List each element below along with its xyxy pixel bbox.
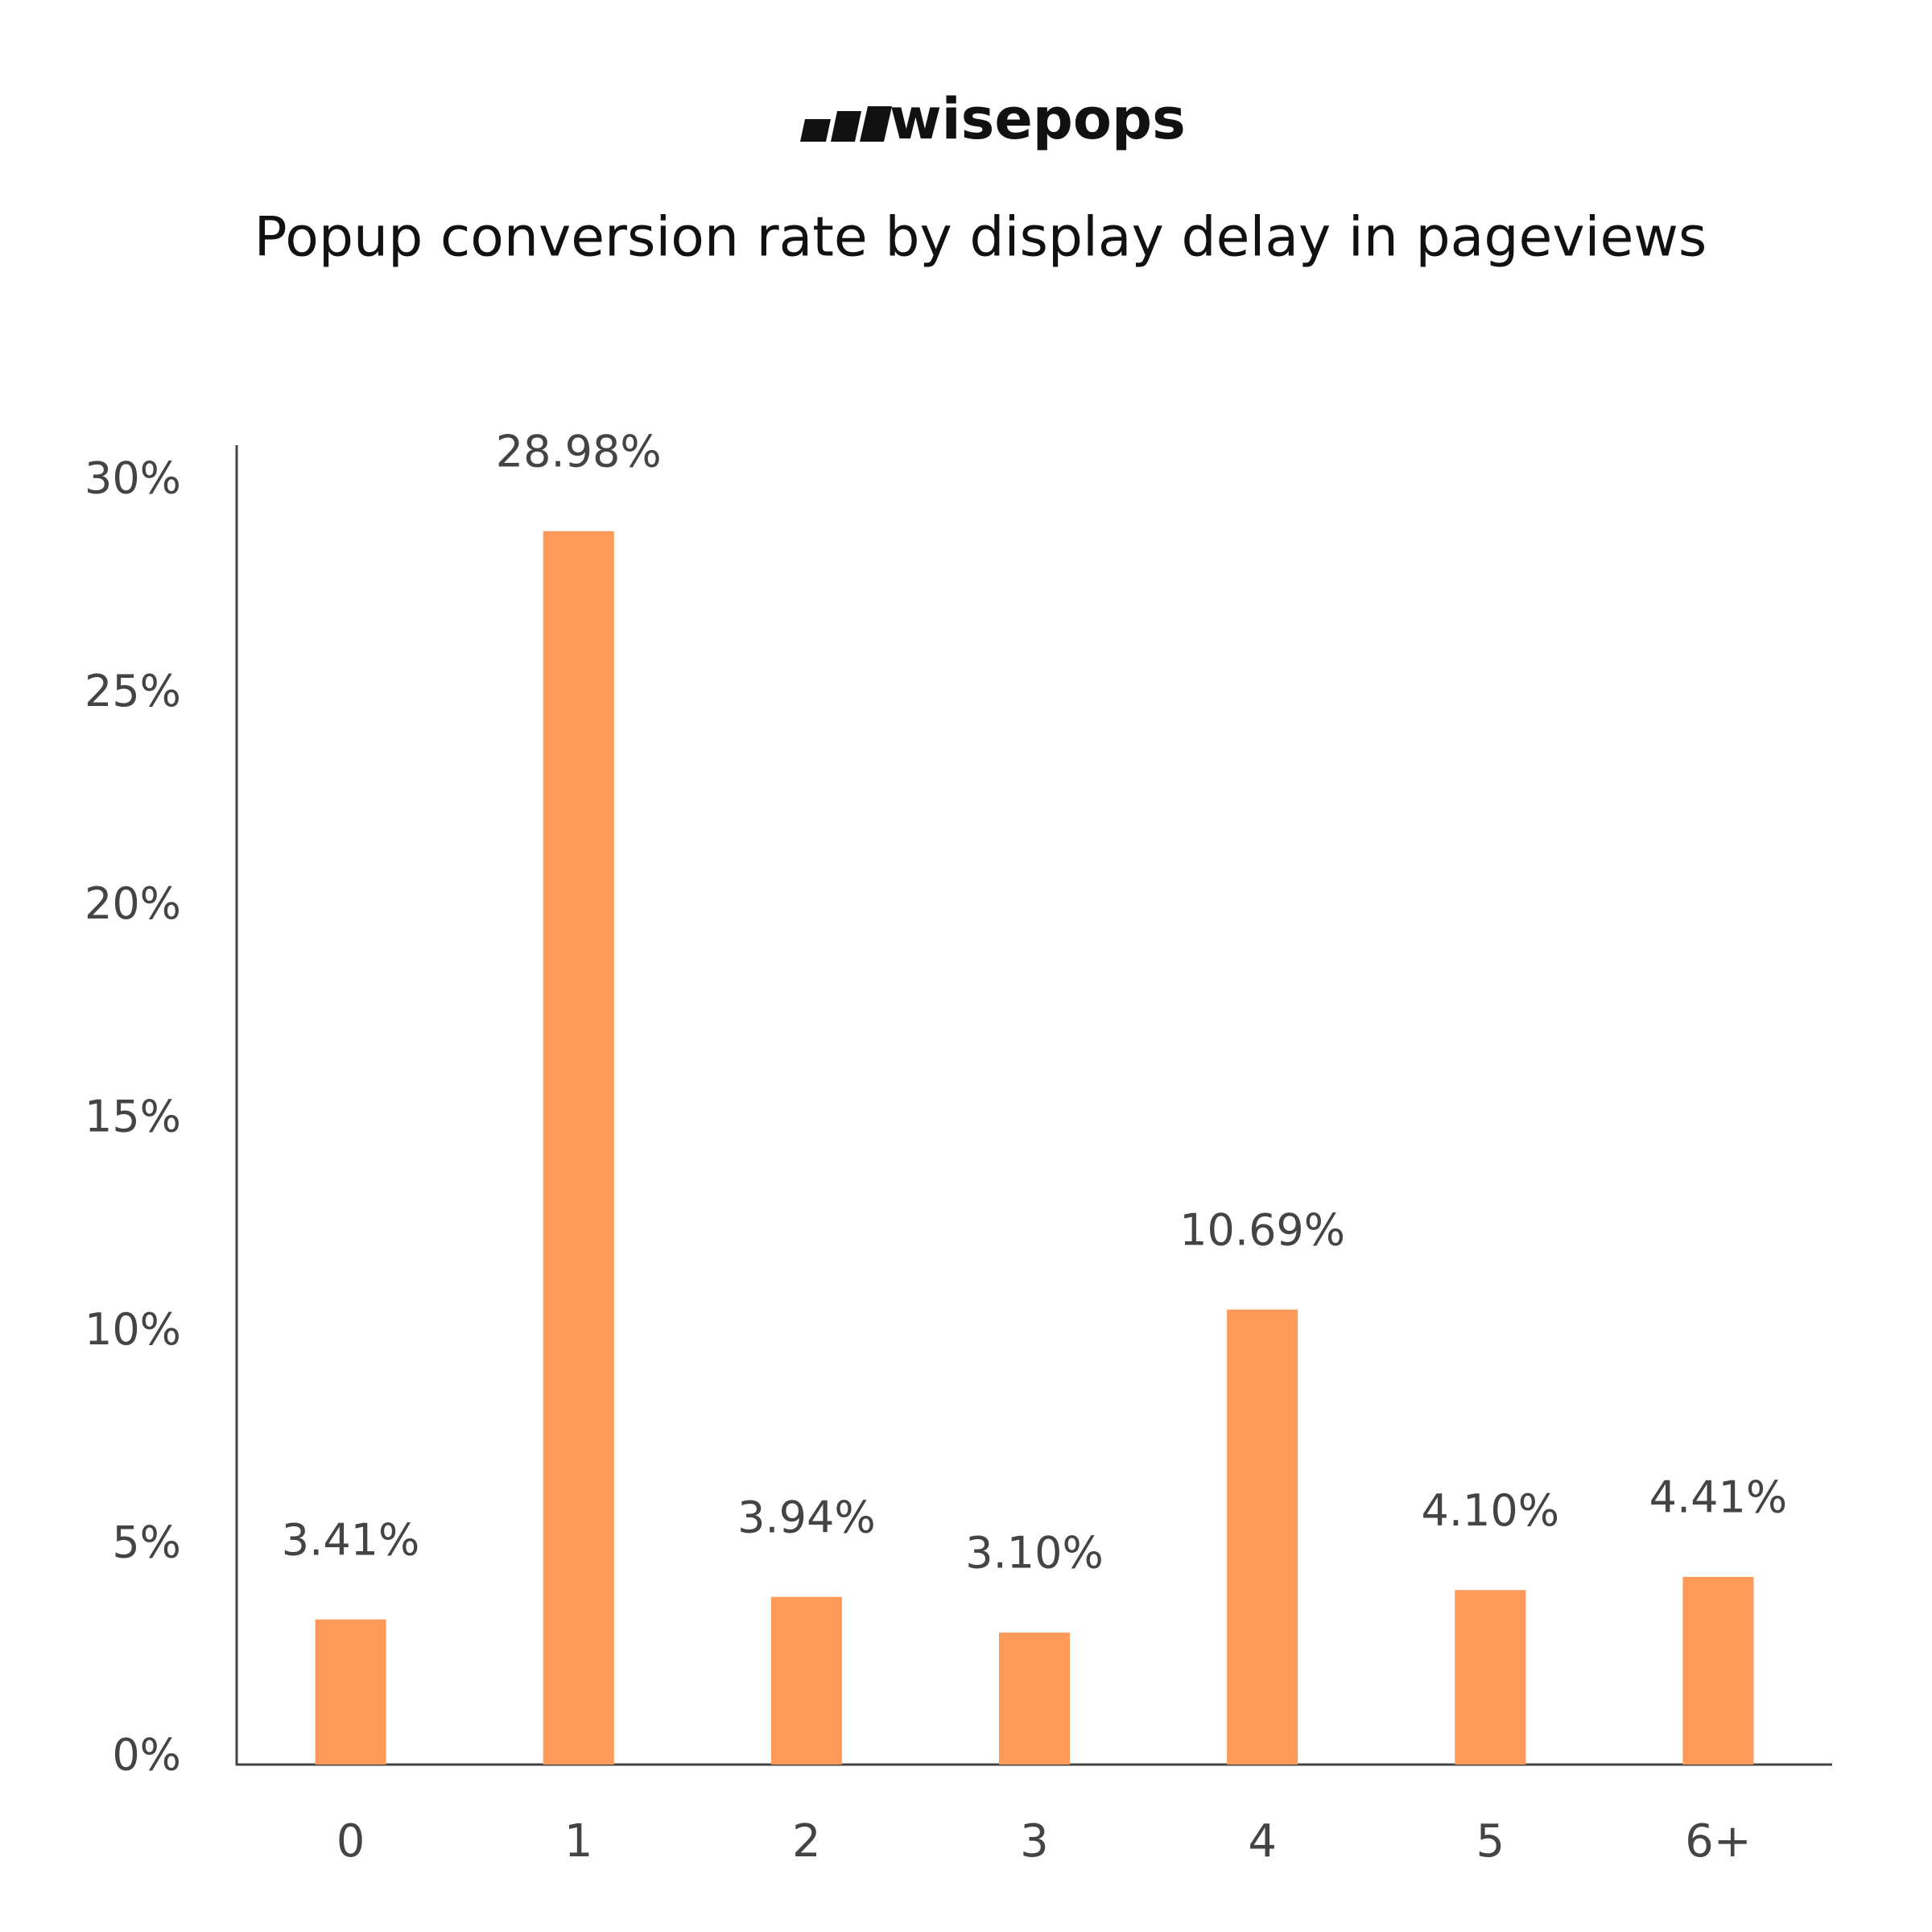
value-label: 3.94%	[737, 1492, 876, 1542]
logo-icon	[831, 111, 861, 142]
x-tick-label: 2	[792, 1815, 821, 1868]
logo-icon	[860, 106, 892, 142]
brand-name: wisepops	[890, 86, 1186, 152]
value-label: 4.10%	[1422, 1485, 1560, 1536]
bar	[770, 1596, 842, 1765]
bar	[315, 1619, 386, 1765]
x-tick-label: 6+	[1685, 1815, 1752, 1868]
bar	[999, 1633, 1070, 1765]
y-tick-label: 5%	[112, 1517, 181, 1567]
bar	[1682, 1576, 1754, 1765]
x-tick-label: 1	[564, 1815, 593, 1868]
y-tick-label: 10%	[85, 1304, 181, 1355]
bar	[1227, 1309, 1298, 1765]
value-label: 28.98%	[496, 426, 662, 477]
x-tick-label: 5	[1476, 1815, 1505, 1868]
value-label: 4.41%	[1649, 1472, 1788, 1522]
x-tick-label: 4	[1248, 1815, 1277, 1868]
logo-icon	[800, 119, 831, 142]
y-tick-label: 15%	[85, 1092, 181, 1142]
x-tick-label: 3	[1020, 1815, 1049, 1868]
chart-title: Popup conversion rate by display delay i…	[254, 206, 1707, 270]
y-tick-label: 25%	[85, 666, 181, 716]
bar	[1455, 1590, 1526, 1765]
value-label: 10.69%	[1179, 1204, 1345, 1255]
value-label: 3.10%	[965, 1528, 1104, 1579]
brand-logo: wisepops	[800, 86, 1186, 152]
bar	[543, 530, 614, 1765]
y-tick-label: 20%	[85, 878, 181, 929]
y-tick-label: 30%	[85, 453, 181, 504]
value-label: 3.41%	[282, 1514, 420, 1565]
x-tick-label: 0	[336, 1815, 365, 1868]
y-tick-label: 0%	[112, 1730, 181, 1781]
